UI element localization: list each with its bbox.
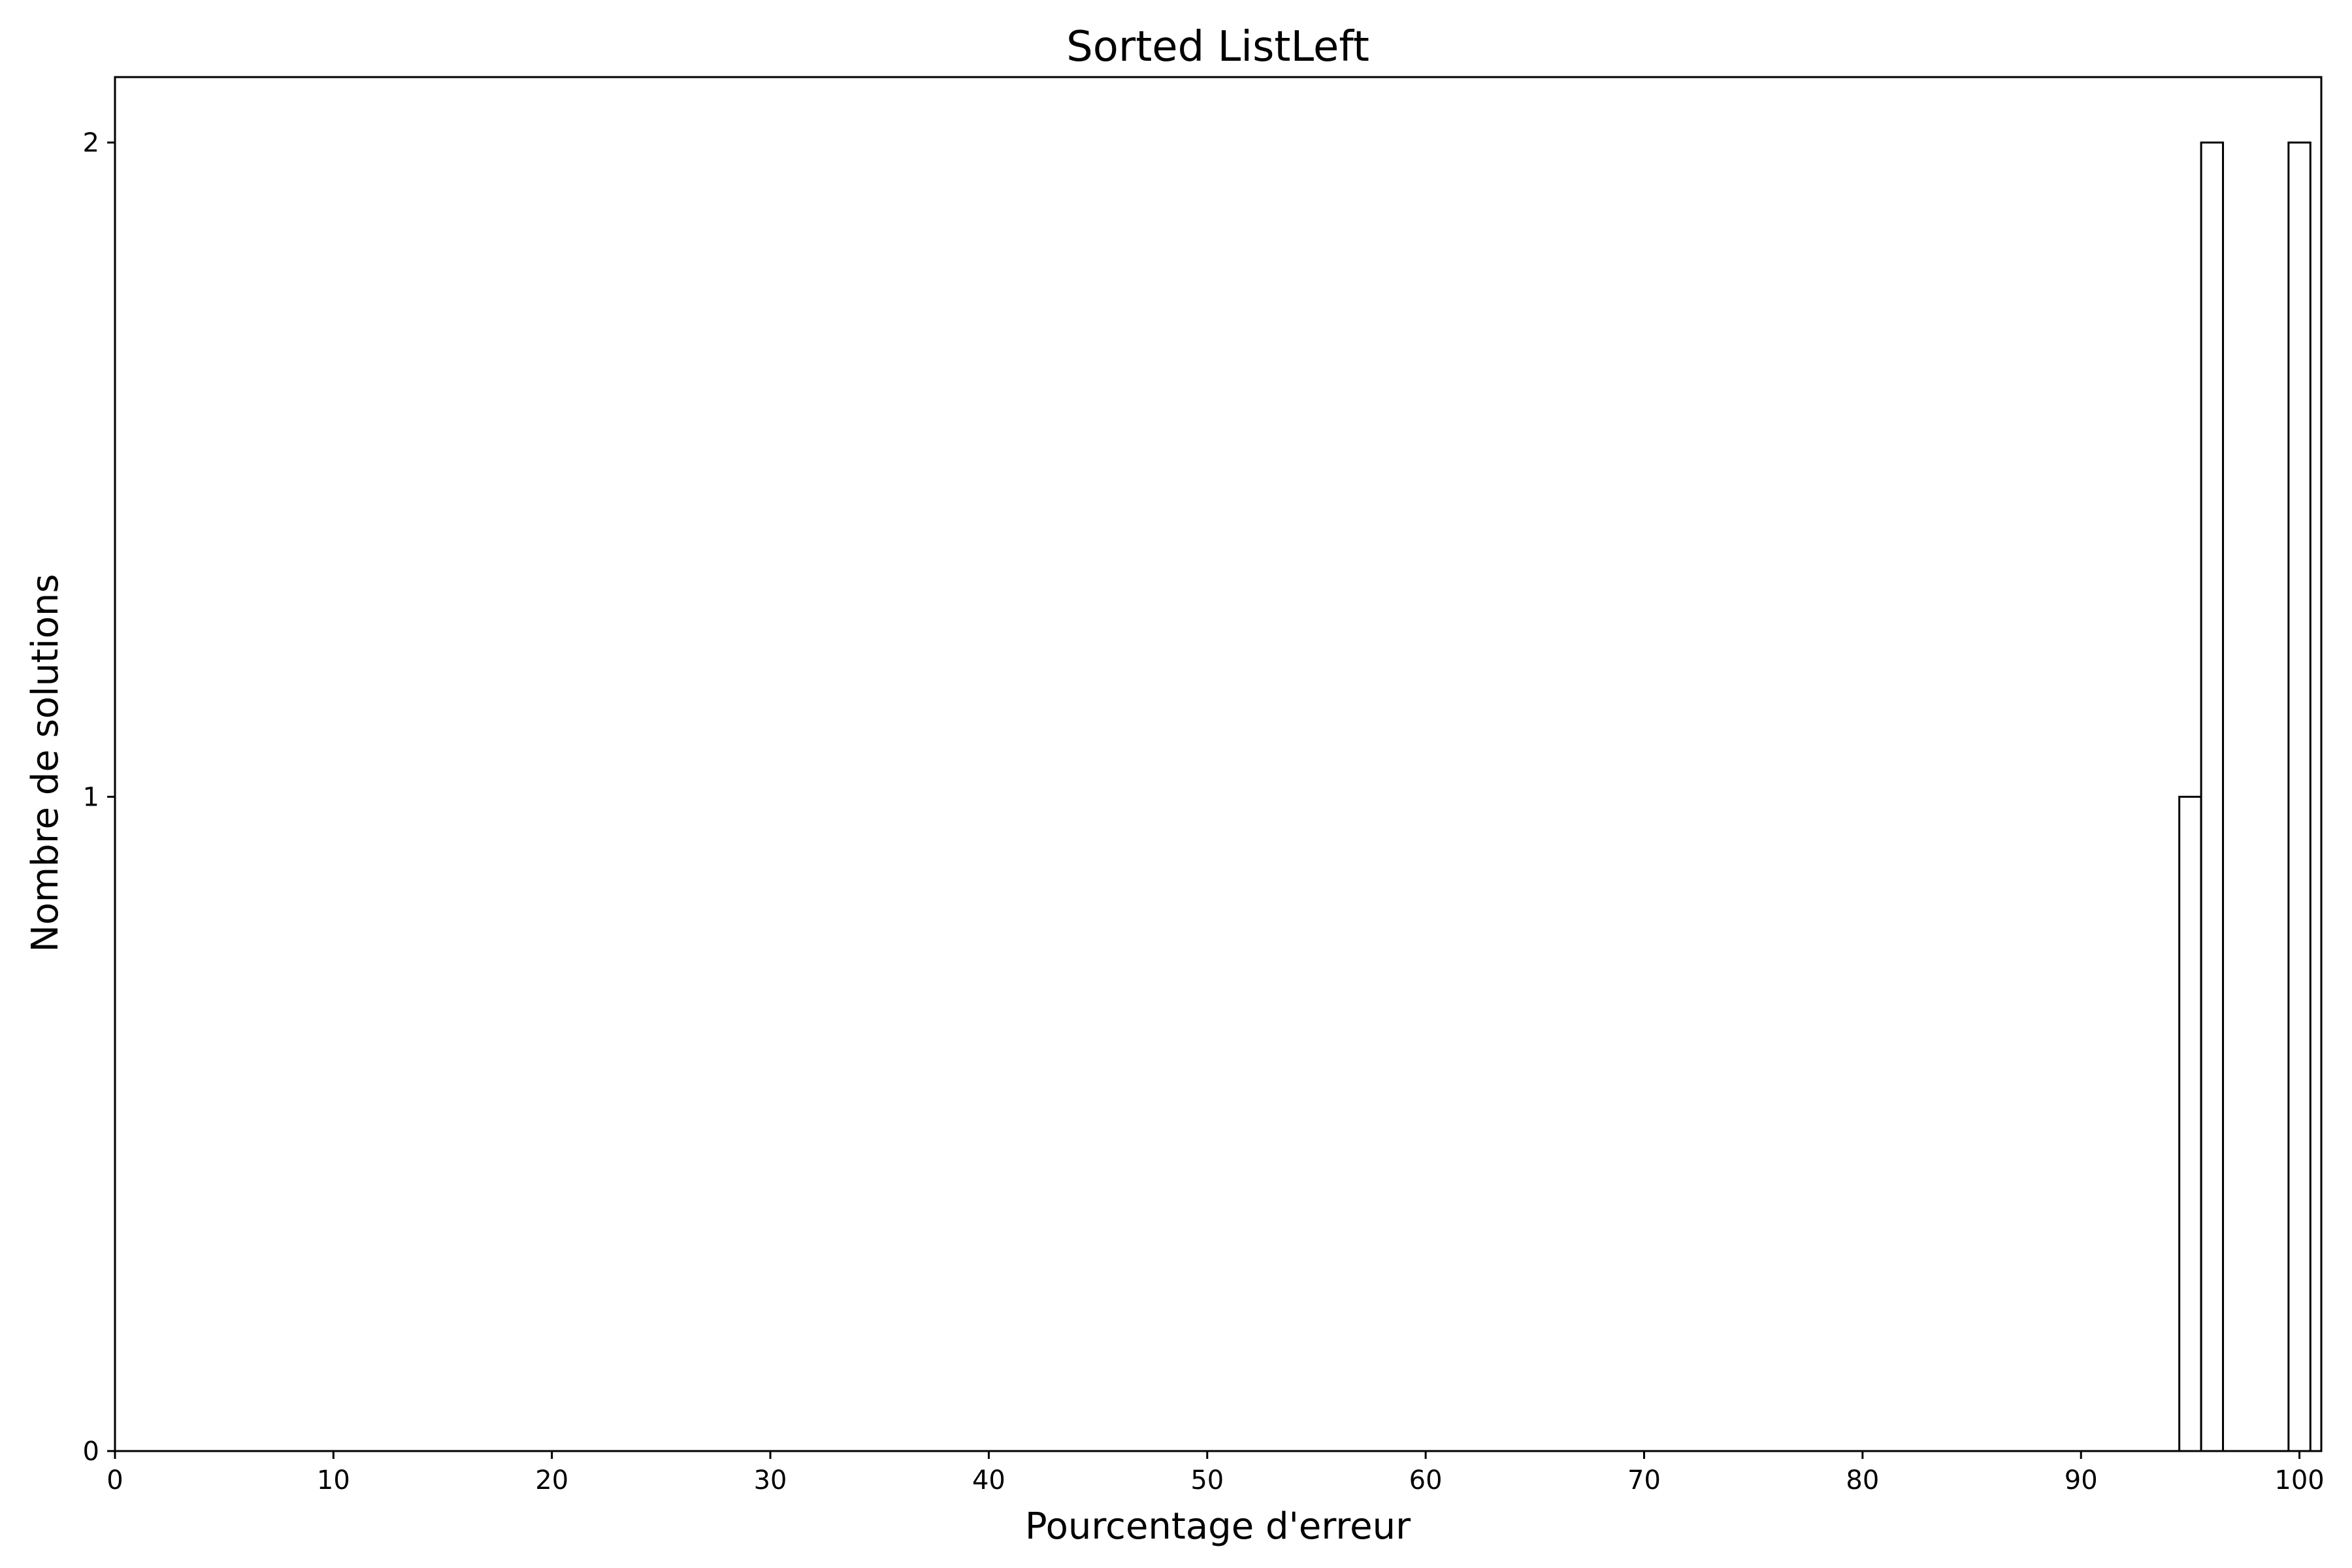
x-tick-label: 0 [106,1465,123,1495]
y-tick-label: 1 [83,783,99,813]
x-tick-label: 20 [535,1465,568,1495]
x-tick-label: 80 [1846,1465,1879,1495]
y-axis-ticks: 0 1 2 [83,128,115,1467]
x-tick-label: 90 [2065,1465,2098,1495]
x-tick-label: 10 [317,1465,350,1495]
x-axis-label: Pourcentage d'erreur [1025,1505,1411,1548]
y-tick-label: 0 [83,1437,99,1467]
chart-title: Sorted ListLeft [1066,23,1369,71]
y-axis-label: Nombre de solutions [24,574,67,952]
x-tick-label: 40 [972,1465,1005,1495]
x-tick-label: 100 [2274,1465,2324,1495]
bars-group [2178,141,2311,1452]
x-tick-label: 60 [1409,1465,1443,1495]
histogram-bar-1 [2200,141,2225,1452]
x-tick-label: 30 [754,1465,787,1495]
x-tick-label: 50 [1190,1465,1224,1495]
histogram-bar-0 [2178,796,2202,1452]
x-axis-ticks: 0 10 20 30 40 50 60 70 80 90 100 [106,1451,2325,1495]
y-tick-label: 2 [83,128,99,158]
plot-frame [114,76,2323,1452]
x-tick-label: 70 [1627,1465,1661,1495]
histogram-bar-2 [2287,141,2311,1452]
